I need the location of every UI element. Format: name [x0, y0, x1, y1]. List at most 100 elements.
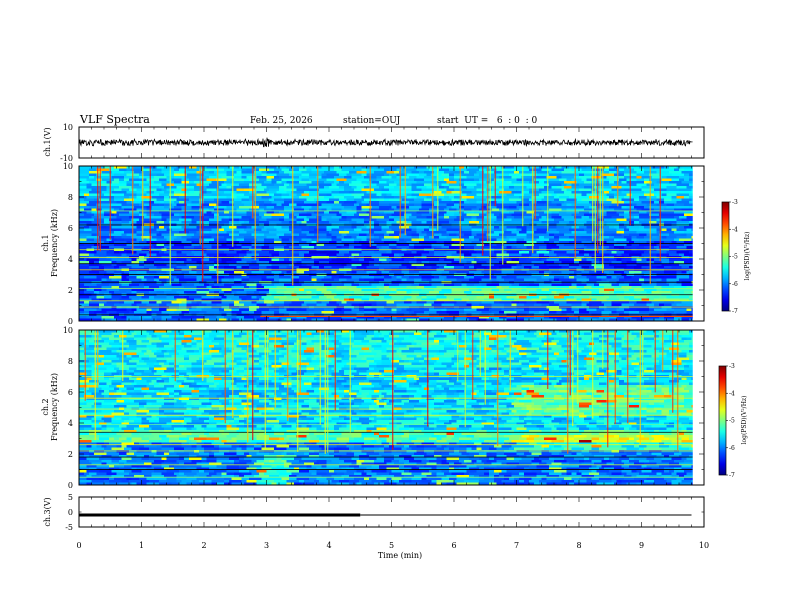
spectrogram-cell: [339, 218, 347, 222]
spectrogram-cell: [539, 193, 552, 197]
spectrogram-cell: [159, 211, 172, 214]
spectrogram-cell: [599, 288, 605, 292]
spectrogram-cell: [274, 211, 280, 214]
spectrogram-cell: [691, 188, 694, 192]
spectrogram-cell: [494, 191, 500, 194]
spectrogram-cell: [186, 173, 197, 177]
spectrogram-cell: [624, 201, 632, 204]
spectrogram-cell: [161, 301, 172, 304]
spectrogram-cell: [684, 253, 694, 257]
spectrogram-cell: [446, 231, 455, 234]
spectrogram-cell: [654, 241, 665, 244]
spectrogram-cell: [339, 296, 350, 299]
spectrogram-cell: [516, 168, 522, 172]
spectrogram-cell: [471, 228, 485, 232]
spectrogram-cell: [554, 241, 560, 244]
spectrogram-cell: [121, 276, 127, 279]
spectrogram-cell: [574, 296, 585, 299]
spectrogram-cell: [334, 263, 342, 267]
spectrogram-cell: [399, 335, 410, 338]
spectrogram-cell: [156, 318, 162, 322]
spectrogram-cell: [406, 286, 417, 289]
spectrogram-cell: [566, 253, 580, 257]
spectrogram-cell: [436, 176, 450, 179]
spectrogram-cell: [654, 258, 660, 262]
spectrogram-cell: [606, 221, 620, 224]
spectrogram-cell: [411, 186, 417, 189]
spectrogram-cell: [256, 286, 265, 289]
spectrogram-cell: [501, 258, 512, 262]
spectrogram-cell: [79, 316, 87, 319]
spectrogram-cell: [226, 330, 235, 333]
spectrogram-cell: [124, 208, 137, 212]
spectrogram-cell: [161, 168, 175, 172]
spectrogram-cell: [84, 301, 90, 304]
spectrogram-cell: [181, 236, 192, 239]
spectrogram-cell: [176, 291, 185, 294]
spectrogram-cell: [569, 335, 575, 338]
spectrogram-cell: [219, 196, 227, 199]
spectrogram-cell: [579, 316, 592, 319]
spectrogram-cell: [174, 191, 182, 194]
spectrogram-cell: [204, 226, 217, 229]
spectrogram-cell: [116, 278, 122, 282]
spectrogram-cell: [99, 291, 110, 294]
spectrogram-cell: [406, 173, 420, 177]
spectrogram-cell: [361, 208, 370, 212]
spectrogram-cell: [226, 178, 235, 182]
spectrogram-cell: [451, 288, 462, 292]
spectrogram-cell: [451, 291, 465, 294]
spectrogram-cell: [429, 226, 435, 229]
spectrogram-cell: [564, 168, 572, 172]
spectrogram-cell: [636, 183, 647, 187]
spectrogram-cell: [609, 318, 617, 322]
spectrogram-cell: [321, 218, 327, 222]
spectrogram-cell: [544, 181, 555, 184]
spectrogram-cell: [486, 206, 497, 209]
spectrogram-cell: [684, 243, 694, 247]
spectrogram-cell: [306, 236, 320, 239]
spectrogram-cell: [139, 263, 145, 267]
spectrogram-cell: [326, 173, 340, 177]
spectrogram-cell: [179, 303, 187, 307]
spectrogram-cell: [471, 296, 477, 299]
spectrogram-cell: [356, 236, 367, 239]
spectrogram-cell: [584, 181, 592, 184]
spectrogram-cell: [331, 188, 345, 192]
spectrogram-cell: [131, 261, 140, 264]
spectrogram-cell: [494, 213, 500, 217]
spectrogram-cell: [174, 181, 182, 184]
spectrogram-cell: [286, 308, 295, 312]
spectrogram-cell: [541, 258, 547, 262]
spectrogram-cell: [656, 332, 662, 336]
spectrogram-cell: [491, 173, 497, 177]
spectrogram-cell: [631, 196, 640, 199]
spectrogram-cell: [294, 308, 307, 312]
spectrogram-cell: [336, 286, 347, 289]
spectrogram-cell: [449, 183, 460, 187]
spectrogram-cell: [236, 191, 250, 194]
spectrogram-cell: [194, 191, 202, 194]
spectrogram-cell: [486, 236, 497, 239]
spectrogram-cell: [79, 276, 85, 279]
spectrogram-cell: [414, 311, 425, 314]
spectrogram-cell: [284, 303, 290, 307]
spectrogram-cell: [219, 246, 232, 249]
spectrogram-cell: [149, 286, 160, 289]
spectrogram-cell: [486, 238, 497, 242]
spectrogram-cell: [206, 166, 217, 169]
spectrogram-cell: [534, 216, 542, 219]
spectrogram-cell: [409, 206, 422, 209]
spectrogram-cell: [336, 213, 342, 217]
spectrogram-cell: [181, 241, 192, 244]
spectrogram-cell: [199, 168, 212, 172]
spectrogram-cell: [324, 271, 332, 274]
spectrogram-cell: [396, 288, 402, 292]
spectrogram-cell: [661, 231, 667, 234]
spectrogram-cell: [499, 213, 512, 217]
spectrogram-cell: [311, 206, 320, 209]
spectrogram-cell: [574, 261, 580, 264]
spectrogram-cell: [521, 288, 527, 292]
spectrogram-cell: [664, 276, 677, 279]
spectrogram-cell: [499, 332, 512, 336]
